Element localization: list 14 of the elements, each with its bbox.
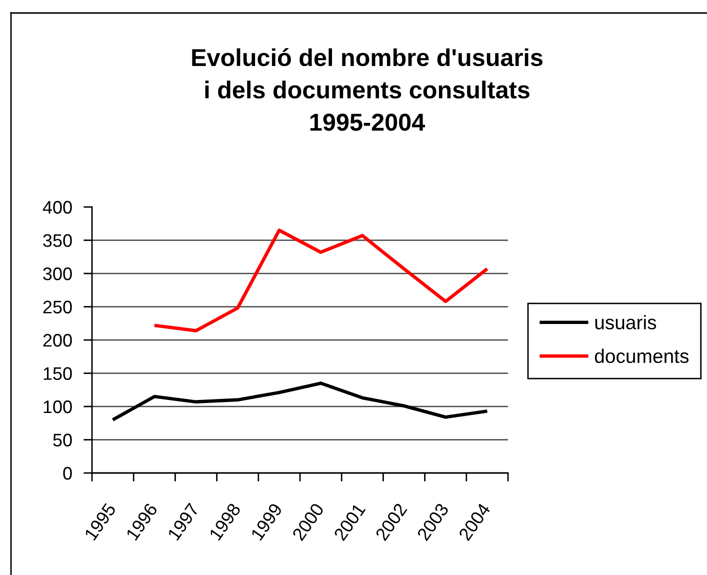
legend-label: usuaris (595, 315, 656, 330)
y-tick-label: 100 (44, 400, 72, 414)
legend-label: documents (594, 348, 689, 364)
y-tick-label: 350 (43, 234, 72, 247)
line-series (111, 382, 489, 422)
y-tick-label: 400 (42, 200, 72, 214)
y-tick-label: 300 (43, 267, 72, 280)
y-tick-label: 50 (53, 434, 72, 446)
y-tick-label: 150 (44, 367, 72, 380)
chart-title: Evolució del nombre d'usuaris i dels documents consultats 1995-2004 (192, 48, 542, 131)
y-tick-label: 0 (63, 466, 72, 480)
y-tick-label: 200 (43, 334, 72, 347)
y-tick-label: 250 (43, 300, 72, 314)
line-series (152, 228, 489, 332)
